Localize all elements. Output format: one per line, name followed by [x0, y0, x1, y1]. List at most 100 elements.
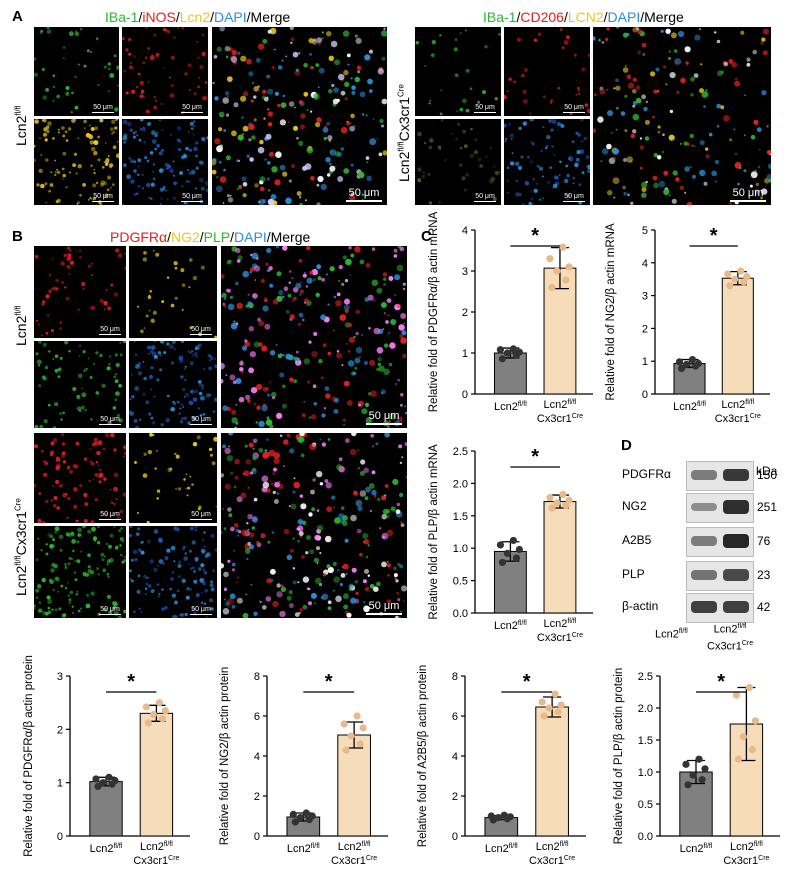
x-label-ko-line2: Cx3cr1Cre: [537, 632, 583, 644]
western-kda-value: 251: [757, 500, 778, 514]
x-label-text: Cx3cr1: [537, 632, 572, 644]
scale-bar-label: 50 μm: [93, 103, 113, 111]
panelA.right_header-part: IBa-1: [483, 9, 517, 25]
x-label-text: Lcn2: [536, 841, 560, 853]
data-point: [342, 746, 350, 754]
data-point: [506, 813, 514, 821]
scale-bar: 50 μm: [474, 192, 496, 202]
x-label-sup: Cre: [366, 855, 377, 862]
data-point: [494, 814, 502, 822]
scale-bar-label: 50 μm: [475, 192, 495, 200]
y-tick-label: 0: [57, 831, 63, 843]
data-point: [503, 815, 511, 823]
bar-control: [679, 771, 713, 837]
scale-bar-line: [190, 518, 212, 520]
scale-bar: 50 μm: [99, 326, 121, 335]
bar-ko: [139, 712, 174, 837]
scale-bar-label: 50 μm: [368, 600, 400, 612]
data-point: [308, 812, 316, 820]
panelA.right_header-part: LCN2: [567, 9, 604, 25]
x-label-sup: Cre: [758, 855, 769, 862]
data-point: [688, 355, 697, 364]
x-label-control: Lcn2fl/fl: [485, 843, 518, 855]
lane-label-sup: fl/fl: [737, 623, 747, 630]
western-row-label: β-actin: [622, 599, 659, 613]
data-point: [553, 267, 561, 275]
scale-bar-line: [99, 423, 121, 425]
panel-label-c: C: [421, 228, 432, 245]
row-label-base: Lcn2: [13, 315, 29, 346]
x-label-control: Lcn2fl/fl: [680, 843, 713, 855]
y-tick-label: 3: [642, 291, 648, 303]
panelA-right-header: IBa-1/CD206/LCN2/DAPI/Merge: [483, 9, 684, 25]
western-row-label: PDGFRα: [622, 467, 671, 481]
panelB-row-label-control: Lcn2fl/fl: [13, 305, 29, 346]
western-band-ctrl: [691, 600, 717, 614]
bar-ko: [337, 734, 371, 837]
scale-bar-label: 50 μm: [348, 187, 380, 199]
panelB.header-part: /Merge: [266, 229, 311, 245]
data-point: [503, 549, 511, 557]
data-point: [734, 755, 743, 763]
panelB.header-part: /: [167, 229, 171, 245]
y-tick-label: 4: [254, 751, 260, 763]
row-label-sup2: Cre: [396, 84, 406, 98]
data-point: [548, 504, 556, 512]
data-point: [105, 773, 113, 781]
micrograph-pdgfra: 50 μm: [34, 246, 126, 338]
x-label-ko-line2: Cx3cr1Cre: [715, 413, 761, 425]
data-point: [545, 704, 553, 712]
y-axis-label: Relative fold of PDGFRα/β actin protein: [23, 655, 35, 857]
data-point: [546, 494, 554, 502]
data-point: [305, 816, 313, 824]
micrograph-dapi-ko: 50 μm: [504, 119, 590, 205]
micrograph-plp: 50 μm: [34, 341, 126, 428]
lane-label-sup: fl/fl: [678, 628, 688, 635]
scale-bar-line: [181, 200, 203, 202]
bar-control: [673, 362, 706, 395]
data-point: [559, 243, 567, 251]
scale-bar-label: 50 μm: [564, 103, 584, 111]
y-tick-label: 0: [254, 831, 260, 843]
y-tick-label: 3: [57, 671, 63, 683]
scale-bar: 50 μm: [190, 416, 212, 425]
scale-bar: 50 μm: [92, 193, 114, 202]
data-point: [691, 362, 700, 370]
scale-bar: 50 μm: [99, 606, 121, 615]
data-point: [340, 720, 348, 728]
western-band-ctrl: [691, 570, 717, 580]
data-point: [289, 810, 297, 819]
scale-bar: 50 μm: [366, 600, 402, 615]
x-label-ko: Lcn2fl/fl: [730, 841, 763, 853]
scale-bar-line: [190, 333, 212, 335]
panelA.left_header-part: /Merge: [246, 9, 291, 25]
chart-c_ng2_mrna: 0 1 2 3 4 5 Relative fold of NG2/β actin mRNA *…: [605, 223, 770, 425]
data-point: [739, 733, 748, 741]
data-point: [487, 812, 495, 820]
micrograph-merge-ko: 50 μm: [593, 27, 771, 205]
y-tick-label: 1: [642, 356, 648, 368]
x-label-control: Lcn2fl/fl: [494, 620, 527, 632]
x-label-ko-line2: Cx3cr1Cre: [331, 855, 377, 867]
western-band-strip: [686, 461, 754, 491]
panelB.header-part: DAPI: [234, 229, 267, 245]
y-tick-label: 2: [642, 323, 648, 335]
significance-star: *: [531, 225, 539, 247]
data-point: [99, 779, 107, 787]
data-point: [553, 499, 561, 507]
data-point: [559, 490, 567, 499]
panelA.left_header-part: /: [138, 9, 143, 25]
x-label-ko: Lcn2fl/fl: [544, 399, 577, 411]
y-tick-label: 1: [57, 778, 63, 790]
western-row-label: PLP: [622, 567, 645, 581]
data-point: [359, 724, 367, 732]
y-axis-label: Relative fold of NG2/β actin protein: [219, 667, 231, 846]
scale-bar: 50 μm: [730, 187, 766, 202]
data-point: [503, 349, 511, 357]
panelA.left_header-part: iNOS: [142, 9, 176, 25]
x-label-text: Lcn2: [673, 401, 697, 413]
panelA.right_header-part: /: [563, 9, 568, 25]
scale-bar: 50 μm: [563, 193, 585, 202]
x-label-text: Lcn2: [140, 841, 164, 853]
x-label-text: Lcn2: [680, 843, 704, 855]
